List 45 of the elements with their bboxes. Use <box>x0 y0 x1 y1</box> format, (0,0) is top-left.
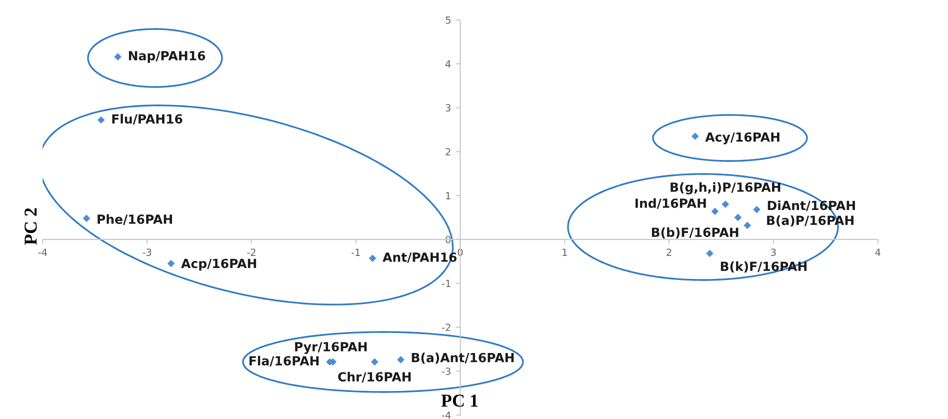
point <box>734 214 742 222</box>
annotation: Acy/16PAH <box>705 132 780 144</box>
point <box>397 356 404 364</box>
point <box>368 254 376 262</box>
point <box>722 200 730 208</box>
y-axis-title: PC 2 <box>24 208 37 245</box>
point <box>691 132 699 140</box>
point <box>706 250 714 258</box>
x-tick-label: 4 <box>875 248 880 256</box>
y-tick-label: -2 <box>442 324 450 331</box>
point <box>82 214 90 222</box>
y-tick-label: -3 <box>442 368 450 375</box>
y-tick-label: -1 <box>442 280 450 288</box>
point <box>744 222 752 230</box>
x-tick-label: 2 <box>666 248 672 256</box>
x-tick-label: 3 <box>771 248 776 256</box>
annotation: Pyr/16PAH <box>295 342 367 354</box>
annotation: B(g,h,i)P/16PAH <box>670 182 780 194</box>
annotation: Chr/16PAH <box>338 372 411 383</box>
y-tick-label: 4 <box>446 60 451 68</box>
annotation: B(a)Ant/16PAH <box>412 352 514 364</box>
annotation: Fla/16PAH <box>250 356 319 367</box>
point <box>97 116 105 124</box>
annotation: Flu/PAH16 <box>112 114 182 125</box>
annotation: Nap/PAH16 <box>128 50 206 63</box>
x-tick-label: -2 <box>247 248 256 256</box>
y-tick-label: 2 <box>446 148 450 156</box>
y-tick-label: 1 <box>446 192 450 200</box>
x-tick-label: -4 <box>38 248 47 256</box>
annotation: Phe/16PAH <box>98 214 172 225</box>
annotation: Ind/16PAH <box>636 198 706 209</box>
y-tick-label: -4 <box>442 412 451 419</box>
point <box>114 53 122 60</box>
x-tick-label: -1 <box>351 248 360 256</box>
x-tick-label: -3 <box>142 248 152 256</box>
annotation: B(b)F/16PAH <box>652 227 738 238</box>
point <box>711 208 719 215</box>
annotation: Acp/16PAH <box>181 258 256 271</box>
x-axis-title: PC 1 <box>441 394 478 407</box>
point <box>753 206 760 214</box>
x-tick-label: 1 <box>562 248 567 256</box>
point <box>167 260 175 268</box>
y-tick-label: 5 <box>446 16 450 24</box>
y-tick-label: 3 <box>446 104 450 112</box>
point <box>370 358 378 366</box>
